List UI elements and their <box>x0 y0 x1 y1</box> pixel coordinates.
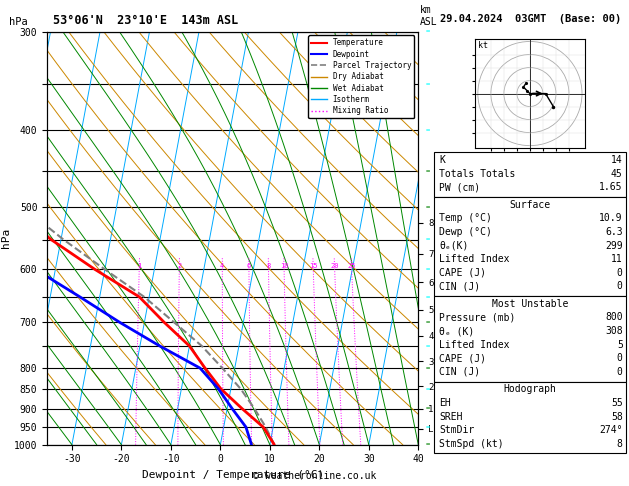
Text: 8: 8 <box>267 263 270 269</box>
Text: 20: 20 <box>330 263 339 269</box>
Text: StmDir: StmDir <box>439 425 474 435</box>
Text: 58: 58 <box>611 412 623 422</box>
Text: =: = <box>426 405 430 412</box>
Text: 25: 25 <box>347 263 356 269</box>
Text: 0: 0 <box>617 281 623 292</box>
Text: 53°06'N  23°10'E  143m ASL: 53°06'N 23°10'E 143m ASL <box>53 14 239 27</box>
Text: Surface: Surface <box>509 200 550 210</box>
Text: =: = <box>426 237 430 243</box>
Text: =: = <box>426 127 430 133</box>
Y-axis label: Mixing Ratio (g/kg): Mixing Ratio (g/kg) <box>451 182 461 294</box>
Text: Lifted Index: Lifted Index <box>439 340 509 350</box>
Text: km
ASL: km ASL <box>420 5 437 27</box>
Text: 1: 1 <box>137 263 142 269</box>
Text: =: = <box>426 294 430 300</box>
X-axis label: Dewpoint / Temperature (°C): Dewpoint / Temperature (°C) <box>142 470 324 480</box>
Text: =: = <box>426 29 430 35</box>
Text: 55: 55 <box>611 398 623 408</box>
Text: =: = <box>426 82 430 87</box>
Text: =: = <box>426 365 430 371</box>
Text: =: = <box>426 386 430 392</box>
Text: StmSpd (kt): StmSpd (kt) <box>439 439 504 449</box>
Text: Pressure (mb): Pressure (mb) <box>439 312 515 323</box>
Text: CIN (J): CIN (J) <box>439 281 480 292</box>
Text: hPa: hPa <box>9 17 28 27</box>
Text: 11: 11 <box>611 254 623 264</box>
Text: © weatheronline.co.uk: © weatheronline.co.uk <box>253 471 376 481</box>
Text: 6.3: 6.3 <box>605 227 623 237</box>
Text: 5: 5 <box>617 340 623 350</box>
Text: Lifted Index: Lifted Index <box>439 254 509 264</box>
Text: CAPE (J): CAPE (J) <box>439 353 486 364</box>
Text: 1.65: 1.65 <box>599 182 623 192</box>
Text: CIN (J): CIN (J) <box>439 367 480 377</box>
Text: θₑ (K): θₑ (K) <box>439 326 474 336</box>
Text: 2: 2 <box>177 263 181 269</box>
Text: 800: 800 <box>605 312 623 323</box>
Text: 10: 10 <box>280 263 288 269</box>
Text: 15: 15 <box>309 263 318 269</box>
Text: K: K <box>439 155 445 165</box>
Text: 45: 45 <box>611 169 623 179</box>
Text: 299: 299 <box>605 241 623 251</box>
Text: =: = <box>426 204 430 210</box>
Text: =: = <box>426 168 430 174</box>
Text: 14: 14 <box>611 155 623 165</box>
Text: Dewp (°C): Dewp (°C) <box>439 227 492 237</box>
Text: Most Unstable: Most Unstable <box>492 299 568 309</box>
Text: 4: 4 <box>220 263 225 269</box>
Text: Hodograph: Hodograph <box>503 384 557 395</box>
Text: 6: 6 <box>247 263 251 269</box>
Legend: Temperature, Dewpoint, Parcel Trajectory, Dry Adiabat, Wet Adiabat, Isotherm, Mi: Temperature, Dewpoint, Parcel Trajectory… <box>308 35 415 118</box>
Text: CAPE (J): CAPE (J) <box>439 268 486 278</box>
Text: 8: 8 <box>617 439 623 449</box>
Text: PW (cm): PW (cm) <box>439 182 480 192</box>
Text: 274°: 274° <box>599 425 623 435</box>
Text: θₑ(K): θₑ(K) <box>439 241 469 251</box>
Text: 0: 0 <box>617 268 623 278</box>
Y-axis label: hPa: hPa <box>1 228 11 248</box>
Text: kt: kt <box>478 41 488 51</box>
Text: SREH: SREH <box>439 412 462 422</box>
Text: 0: 0 <box>617 353 623 364</box>
Text: 308: 308 <box>605 326 623 336</box>
Text: 29.04.2024  03GMT  (Base: 00): 29.04.2024 03GMT (Base: 00) <box>440 14 621 24</box>
Text: Temp (°C): Temp (°C) <box>439 213 492 224</box>
Text: 0: 0 <box>617 367 623 377</box>
Text: Totals Totals: Totals Totals <box>439 169 515 179</box>
Text: =: = <box>426 442 430 448</box>
Text: EH: EH <box>439 398 451 408</box>
Text: =: = <box>426 319 430 325</box>
Text: =: = <box>426 424 430 430</box>
Text: =: = <box>426 343 430 349</box>
Text: =: = <box>426 266 430 273</box>
Text: 10.9: 10.9 <box>599 213 623 224</box>
